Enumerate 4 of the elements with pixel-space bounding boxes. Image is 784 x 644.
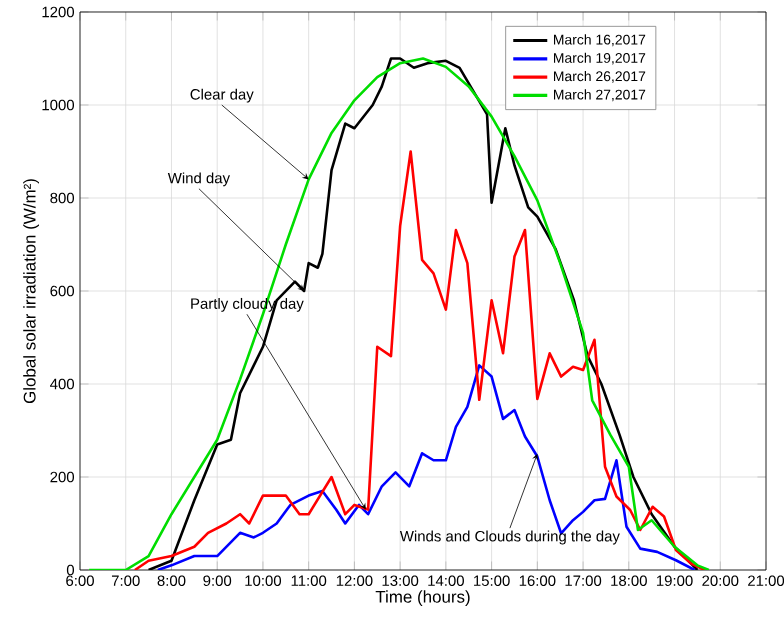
y-axis-title: Global solar irradiation (W/m²) — [23, 179, 39, 404]
line-series — [156, 364, 696, 570]
line-series — [133, 150, 707, 570]
x-axis-title: Time (hours) — [375, 590, 470, 607]
